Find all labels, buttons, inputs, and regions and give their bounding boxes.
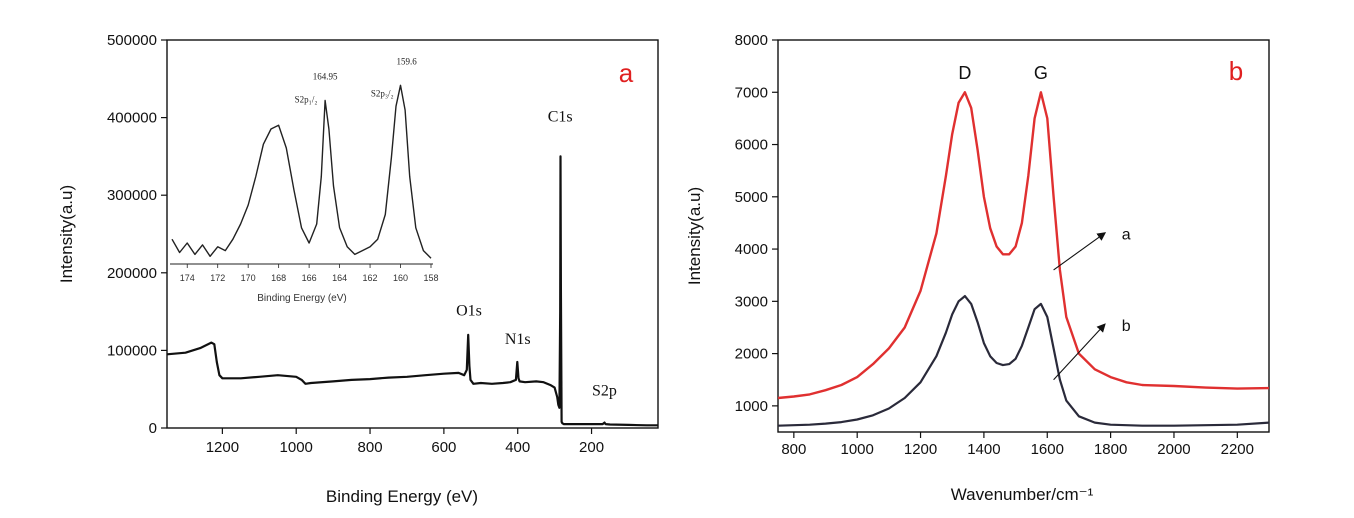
panel-b-ylabel: Intensity(a.u)	[685, 187, 704, 285]
panel-a-ytick-label: 400000	[107, 110, 157, 127]
inset-xtick-label: 170	[241, 273, 256, 283]
panel-a-annotations: C1s O1s N1s S2p	[456, 108, 617, 399]
inset-xtick-label: 168	[271, 273, 286, 283]
panel-b-xtick-label: 800	[781, 441, 806, 458]
panel-a-peak-label: N1s	[505, 331, 531, 348]
panel-b-ytick-label: 1000	[735, 398, 768, 415]
panel-b-xtick-label: 1800	[1094, 441, 1127, 458]
panel-b-plot-frame	[777, 39, 1270, 433]
inset-series-line	[171, 84, 432, 259]
panel-a-xtick-label: 800	[358, 439, 383, 456]
panel-a-ytick-label: 300000	[107, 187, 157, 204]
panel-b-ytick-label: 4000	[735, 241, 768, 258]
panel-b-ytick-label: 7000	[735, 84, 768, 101]
inset-xtick-label: 158	[423, 273, 438, 283]
panel-b-band-label: D	[958, 63, 971, 83]
inset-peak-label: 164.95	[313, 72, 338, 82]
panel-a-peak-label: C1s	[548, 108, 573, 125]
inset-peak-label: 159.6	[396, 56, 417, 66]
panel-b-xlabel: Wavenumber/cm⁻¹	[951, 485, 1094, 504]
panel-a: 1200 1000 800 600 400 200 0 100000 200000 300000 4…	[57, 32, 659, 506]
inset-frame	[170, 42, 433, 264]
panel-a-ticks: 1200 1000 800 600 400 200 0 100000 200000 300000 4…	[107, 32, 604, 456]
panel-b-xtick-label: 1400	[967, 441, 1000, 458]
panel-a-ytick-label: 100000	[107, 342, 157, 359]
panel-a-xtick-label: 600	[431, 439, 456, 456]
panel-b-ytick-label: 5000	[735, 189, 768, 206]
panel-a-xtick-label: 1000	[280, 439, 313, 456]
inset-xtick-label: 160	[393, 273, 408, 283]
inset-xtick-label: 164	[332, 273, 347, 283]
panel-a-series-line	[166, 155, 658, 427]
panel-b-xtick-label: 2000	[1157, 441, 1190, 458]
panel-b-ticks: 800 1000 1200 1400 1600 1800 2000 2200 1000 2000 3…	[735, 32, 1254, 458]
panel-b-curve-label: b	[1122, 318, 1131, 335]
panel-b-ytick-label: 6000	[735, 137, 768, 154]
panel-a-xtick-label: 400	[505, 439, 530, 456]
panel-a-inset: 174 172 170 168 166 164 162 160 158 164.95 159.6 S…	[170, 42, 439, 304]
panel-b-band-label: G	[1034, 63, 1048, 83]
inset-xtick-label: 172	[210, 273, 225, 283]
panel-a-xlabel: Binding Energy (eV)	[326, 487, 478, 506]
panel-b-xtick-label: 2200	[1221, 441, 1254, 458]
inset-peak-label: S2p₁/₂	[295, 94, 318, 104]
panel-a-ylabel: Intensity(a.u)	[57, 185, 76, 283]
panel-a-peak-label: S2p	[592, 382, 617, 399]
inset-xtick-label: 174	[180, 273, 195, 283]
panel-a-ytick-label: 500000	[107, 32, 157, 49]
panel-b: 800 1000 1200 1400 1600 1800 2000 2200 1000 2000 3…	[685, 32, 1270, 504]
inset-annotations: 164.95 159.6 S2p₁/₂ S2p₃/₂	[295, 56, 418, 104]
panel-a-xtick-label: 200	[579, 439, 604, 456]
panel-a-xtick-label: 1200	[206, 439, 239, 456]
panel-b-curve-label: a	[1122, 226, 1131, 243]
panel-b-series-a-line	[777, 91, 1270, 400]
inset-ticks: 174 172 170 168 166 164 162 160 158	[180, 264, 439, 283]
inset-peak-label: S2p₃/₂	[371, 89, 394, 99]
panel-a-peak-label: O1s	[456, 302, 482, 319]
panel-b-ytick-label: 3000	[735, 293, 768, 310]
panel-b-ytick-label: 8000	[735, 32, 768, 49]
panel-b-pointer-arrow	[1053, 323, 1106, 381]
panel-b-series-b-line	[777, 295, 1270, 427]
panel-b-ytick-label: 2000	[735, 346, 768, 363]
panel-a-letter: a	[619, 58, 634, 88]
panel-b-xtick-label: 1000	[841, 441, 874, 458]
panel-b-xtick-label: 1200	[904, 441, 937, 458]
panel-a-ytick-label: 200000	[107, 265, 157, 282]
inset-xlabel: Binding Energy (eV)	[257, 293, 347, 304]
panel-a-plot-frame	[166, 39, 659, 429]
panel-b-letter: b	[1229, 56, 1243, 86]
inset-xtick-label: 162	[363, 273, 378, 283]
panel-a-ytick-label: 0	[149, 420, 157, 437]
panel-b-xtick-label: 1600	[1031, 441, 1064, 458]
inset-xtick-label: 166	[302, 273, 317, 283]
panel-b-pointer-arrow	[1053, 232, 1107, 271]
panel-b-annotations: D Ga b	[958, 63, 1131, 381]
